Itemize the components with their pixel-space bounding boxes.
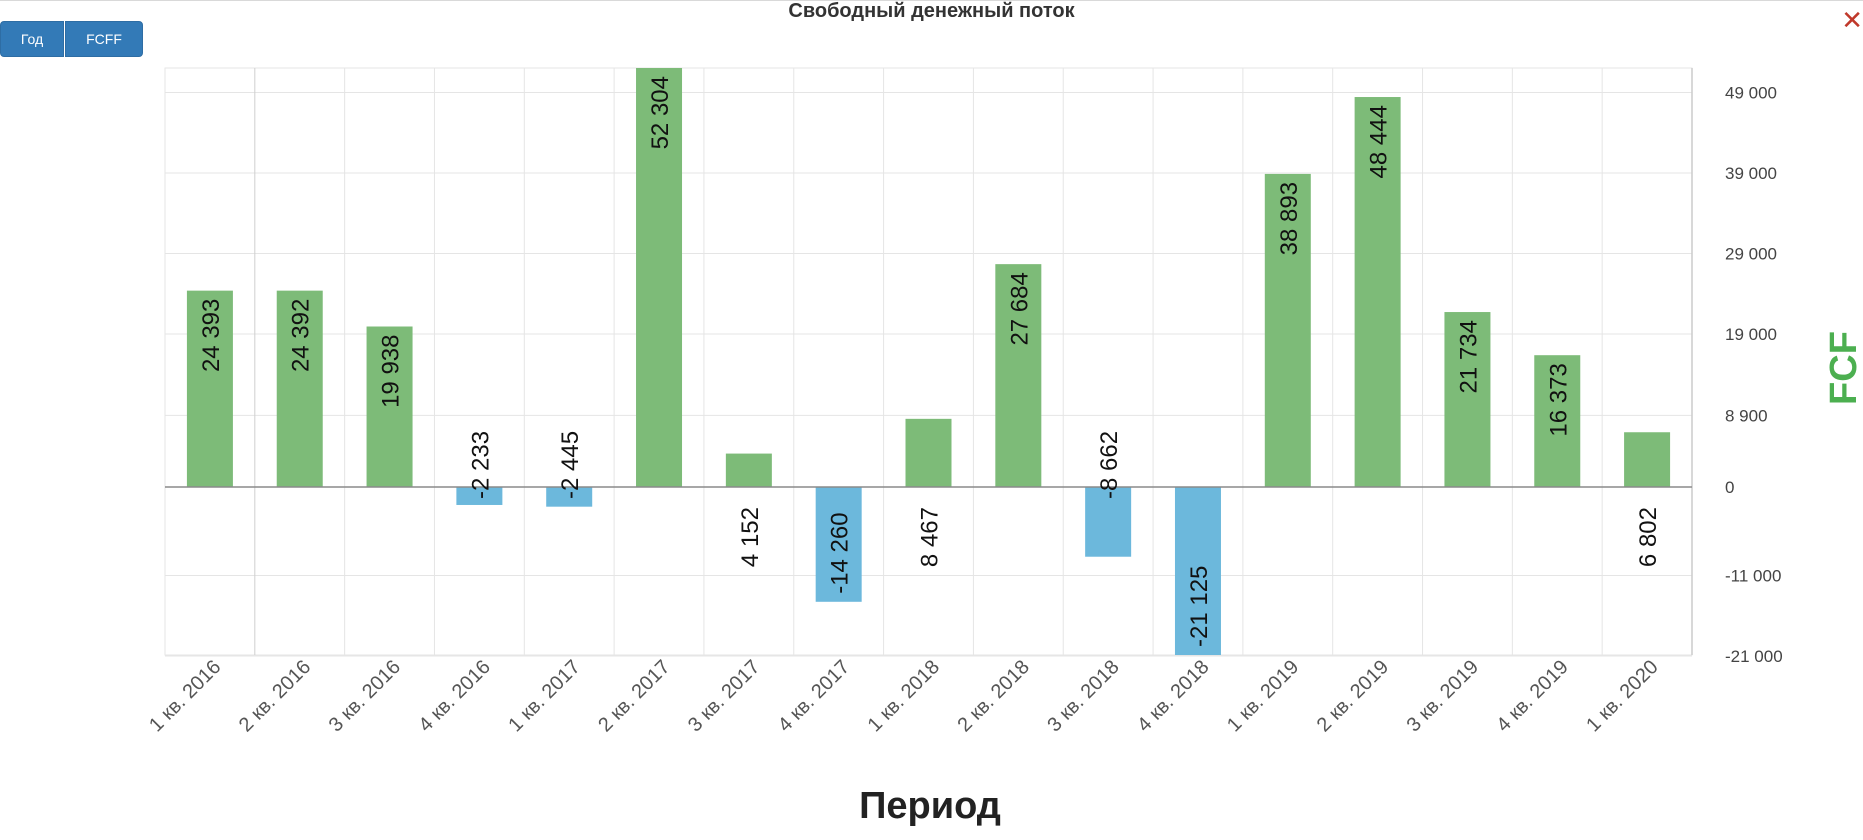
x-tick-label: 1 кв. 2020 bbox=[1582, 656, 1662, 736]
data-label: 4 152 bbox=[737, 507, 764, 567]
x-tick-label: 3 кв. 2019 bbox=[1403, 656, 1483, 736]
x-tick-label: 2 кв. 2017 bbox=[594, 656, 674, 736]
data-label: 6 802 bbox=[1635, 507, 1662, 567]
data-label: -8 662 bbox=[1096, 431, 1123, 499]
x-tick-label: 3 кв. 2016 bbox=[325, 656, 405, 736]
x-tick-label: 4 кв. 2016 bbox=[415, 656, 495, 736]
bar bbox=[636, 68, 683, 487]
data-label: 27 684 bbox=[1006, 272, 1033, 345]
y-tick-label: -21 000 bbox=[1725, 647, 1783, 666]
data-label: 16 373 bbox=[1545, 363, 1572, 436]
top-border bbox=[0, 0, 1863, 1]
bar bbox=[186, 290, 233, 487]
year-button[interactable]: Год bbox=[0, 21, 64, 57]
bar bbox=[1444, 312, 1491, 487]
data-label: 24 392 bbox=[288, 299, 315, 372]
bar bbox=[366, 326, 413, 487]
bar bbox=[725, 453, 772, 487]
y-tick-label: 0 bbox=[1725, 478, 1734, 497]
data-label: -2 233 bbox=[467, 431, 494, 499]
data-label: 24 393 bbox=[198, 299, 225, 372]
data-label: 38 893 bbox=[1276, 182, 1303, 255]
data-label: -14 260 bbox=[827, 512, 854, 593]
x-tick-label: 4 кв. 2017 bbox=[774, 656, 854, 736]
bar bbox=[1624, 432, 1671, 487]
data-label: -2 445 bbox=[557, 431, 584, 499]
x-tick-label: 2 кв. 2018 bbox=[953, 656, 1033, 736]
y-tick-label: 8 900 bbox=[1725, 406, 1768, 425]
x-tick-label: 4 кв. 2018 bbox=[1133, 656, 1213, 736]
x-tick-label: 1 кв. 2018 bbox=[864, 656, 944, 736]
bar bbox=[995, 264, 1042, 487]
bar bbox=[1085, 487, 1132, 557]
fcff-button[interactable]: FCFF bbox=[65, 21, 143, 57]
bar bbox=[1354, 97, 1401, 487]
bar bbox=[546, 487, 593, 507]
data-label: 8 467 bbox=[917, 507, 944, 567]
x-tick-label: 3 кв. 2017 bbox=[684, 656, 764, 736]
y-tick-label: 29 000 bbox=[1725, 245, 1777, 264]
data-label: 52 304 bbox=[647, 76, 674, 149]
close-icon[interactable]: ✕ bbox=[1841, 6, 1863, 36]
bar bbox=[276, 290, 323, 487]
data-label: 19 938 bbox=[378, 334, 405, 407]
x-tick-label: 1 кв. 2017 bbox=[504, 656, 584, 736]
data-label: -21 125 bbox=[1186, 566, 1213, 647]
bar bbox=[1174, 487, 1221, 655]
x-tick-label: 1 кв. 2019 bbox=[1223, 656, 1303, 736]
bar bbox=[1534, 355, 1581, 487]
x-tick-label: 1 кв. 2016 bbox=[145, 656, 225, 736]
y-axis-title: FCF bbox=[1823, 331, 1863, 405]
bar bbox=[456, 487, 503, 505]
y-tick-label: 19 000 bbox=[1725, 325, 1777, 344]
data-label: 21 734 bbox=[1455, 320, 1482, 393]
bar bbox=[1264, 173, 1311, 487]
y-tick-label: 49 000 bbox=[1725, 84, 1777, 103]
x-tick-label: 2 кв. 2016 bbox=[235, 656, 315, 736]
bar bbox=[815, 487, 862, 602]
x-tick-label: 4 кв. 2019 bbox=[1492, 656, 1572, 736]
chart-title: Свободный денежный поток bbox=[788, 0, 1075, 22]
x-tick-label: 2 кв. 2019 bbox=[1313, 656, 1393, 736]
y-tick-label: -11 000 bbox=[1725, 567, 1781, 586]
x-tick-label: 3 кв. 2018 bbox=[1043, 656, 1123, 736]
bar bbox=[905, 418, 952, 487]
period-toolbar: Год FCFF bbox=[0, 21, 143, 57]
x-axis-title: Период bbox=[859, 785, 1001, 827]
y-tick-label: 39 000 bbox=[1725, 164, 1777, 183]
data-label: 48 444 bbox=[1366, 105, 1393, 178]
